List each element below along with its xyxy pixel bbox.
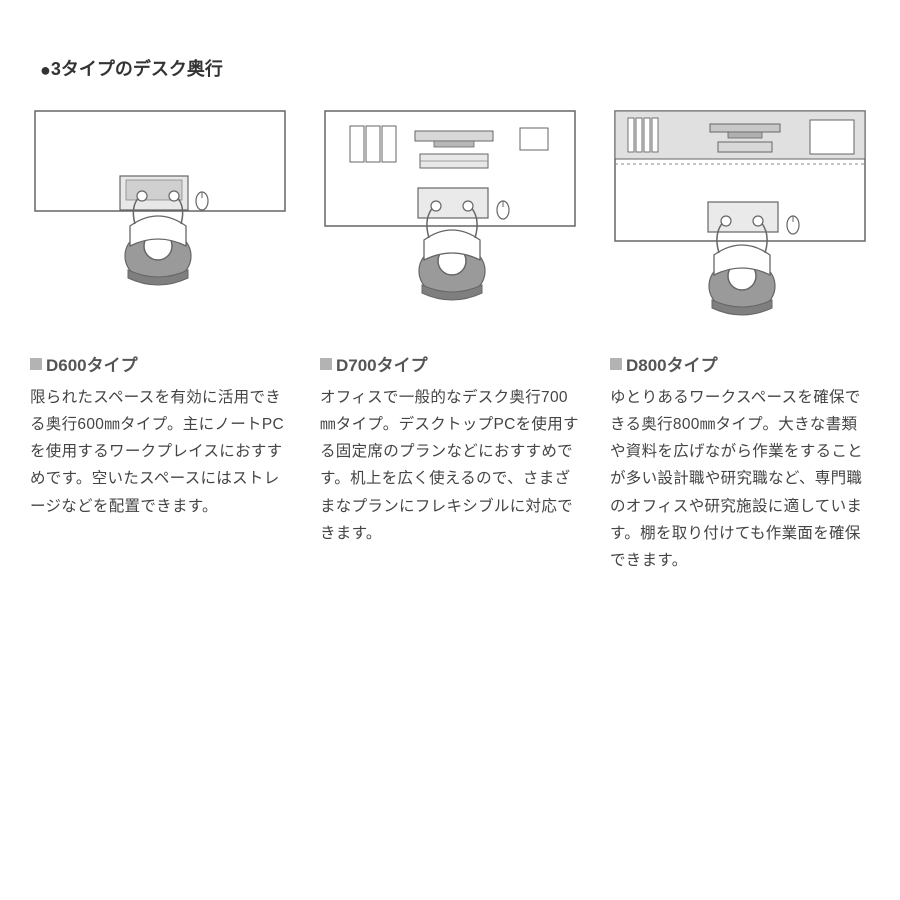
square-marker-icon bbox=[320, 358, 332, 370]
subtitle-d800: D800タイプ bbox=[610, 351, 870, 376]
description-d600: 限られたスペースを有効に活用できる奥行600㎜タイプ。主にノートPCを使用するワ… bbox=[30, 384, 290, 520]
subtitle-text-d800: D800タイプ bbox=[626, 351, 718, 376]
subtitle-d600: D600タイプ bbox=[30, 351, 290, 376]
title-text: 3タイプのデスク奥行 bbox=[51, 59, 223, 79]
subtitle-d700: D700タイプ bbox=[320, 351, 580, 376]
diagram-d800 bbox=[610, 101, 870, 351]
square-marker-icon bbox=[610, 358, 622, 370]
column-d700: D700タイプ オフィスで一般的なデスク奥行700㎜タイプ。デスクトップPCを使… bbox=[320, 101, 580, 574]
description-d700: オフィスで一般的なデスク奥行700㎜タイプ。デスクトップPCを使用する固定席のプ… bbox=[320, 384, 580, 547]
bullet-icon: ● bbox=[40, 60, 51, 80]
subtitle-text-d600: D600タイプ bbox=[46, 351, 138, 376]
diagram-d600 bbox=[30, 101, 290, 351]
description-d800: ゆとりあるワークスペースを確保できる奥行800㎜タイプ。大きな書類や資料を広げな… bbox=[610, 384, 870, 574]
subtitle-text-d700: D700タイプ bbox=[336, 351, 428, 376]
column-d800: D800タイプ ゆとりあるワークスペースを確保できる奥行800㎜タイプ。大きな書… bbox=[610, 101, 870, 574]
columns-row: D600タイプ 限られたスペースを有効に活用できる奥行600㎜タイプ。主にノート… bbox=[30, 101, 870, 574]
square-marker-icon bbox=[30, 358, 42, 370]
page-title: ●3タイプのデスク奥行 bbox=[40, 55, 870, 81]
column-d600: D600タイプ 限られたスペースを有効に活用できる奥行600㎜タイプ。主にノート… bbox=[30, 101, 290, 574]
diagram-d700 bbox=[320, 101, 580, 351]
